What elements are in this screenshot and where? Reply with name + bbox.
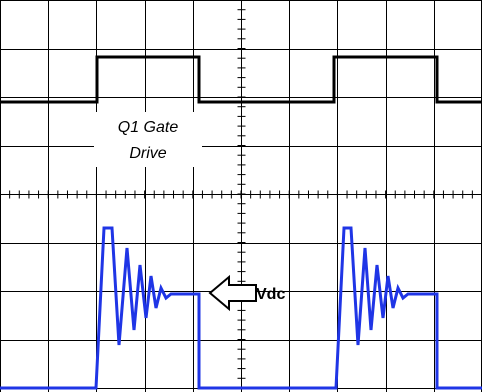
q1-gate-drive-trace xyxy=(0,55,482,104)
gate-label-line2: Drive xyxy=(129,145,166,162)
gate-label-line1: Q1 Gate xyxy=(118,119,179,136)
vdc-label: Vdc xyxy=(256,286,285,303)
left-arrow-icon xyxy=(208,274,257,312)
gate-label-box xyxy=(94,112,202,167)
output-voltage-trace xyxy=(0,226,482,390)
